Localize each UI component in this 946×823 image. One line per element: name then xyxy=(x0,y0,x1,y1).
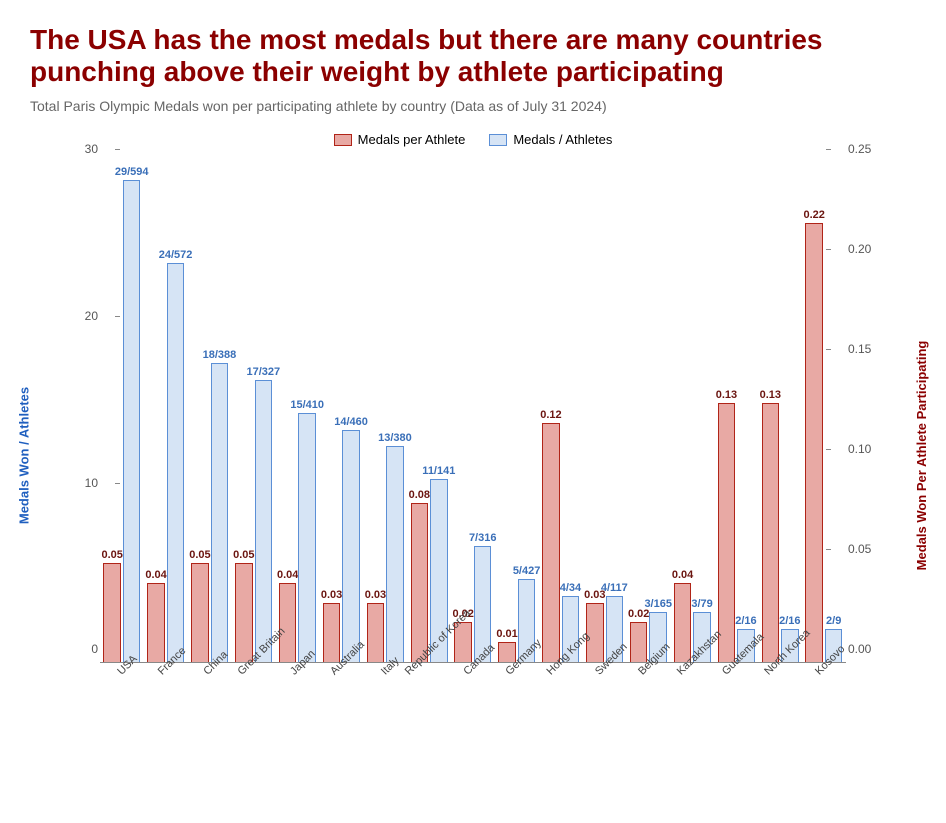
x-axis-label: Japan xyxy=(276,663,320,743)
bar-group: 0.0314/460 xyxy=(319,163,363,662)
y-axis-right-label: Medals Won Per Athlete Participating xyxy=(915,341,930,571)
bars-container: 0.0529/5940.0424/5720.0518/3880.0517/327… xyxy=(100,163,846,663)
bar-group: 0.0415/410 xyxy=(276,163,320,662)
x-axis-label: Guatemala xyxy=(714,663,758,743)
bar-group: 0.0517/327 xyxy=(232,163,276,662)
x-axis-label: USA xyxy=(100,663,144,743)
bar-group: 0.124/34 xyxy=(539,163,583,662)
x-axis-label: Italy xyxy=(363,663,407,743)
x-axis-label: Hong Kong xyxy=(539,663,583,743)
bar-group: 0.0424/572 xyxy=(144,163,188,662)
bar-medals-per-athlete: 0.03 xyxy=(367,603,385,663)
bar-medals-total: 18/388 xyxy=(211,363,229,662)
bar-group: 0.027/316 xyxy=(451,163,495,662)
bar-medals-per-athlete: 0.05 xyxy=(235,563,253,663)
legend-item-series1: Medals per Athlete xyxy=(334,132,466,147)
x-axis-label: Canada xyxy=(451,663,495,743)
x-axis-label: Germany xyxy=(495,663,539,743)
bar-group: 0.0518/388 xyxy=(188,163,232,662)
bar-medals-per-athlete: 0.05 xyxy=(103,563,121,663)
bar-medals-per-athlete: 0.03 xyxy=(323,603,341,663)
legend-swatch-series1 xyxy=(334,134,352,146)
x-axis-label: Republic of Korea xyxy=(407,663,451,743)
x-axis-label: Kosovo xyxy=(802,663,846,743)
bar-medals-per-athlete: 0.05 xyxy=(191,563,209,663)
y-axis-left-label: Medals Won / Athletes xyxy=(17,387,32,524)
bar-group: 0.023/165 xyxy=(627,163,671,662)
legend-label-series2: Medals / Athletes xyxy=(513,132,612,147)
x-axis-label: Great Britain xyxy=(232,663,276,743)
bar-medals-per-athlete: 0.02 xyxy=(630,622,648,662)
plot-area: 0.0529/5940.0424/5720.0518/3880.0517/327… xyxy=(100,163,846,663)
bar-medals-total: 13/380 xyxy=(386,446,404,662)
bar-medals-per-athlete: 0.12 xyxy=(542,423,560,663)
bar-medals-per-athlete: 0.08 xyxy=(411,503,429,663)
bar-medals-total: 29/594 xyxy=(123,180,141,662)
x-axis-label: Sweden xyxy=(583,663,627,743)
x-axis-label: Belgium xyxy=(627,663,671,743)
bar-medals-per-athlete: 0.04 xyxy=(279,583,297,663)
x-axis-label: North Korea xyxy=(758,663,802,743)
bar-medals-total: 17/327 xyxy=(255,380,273,663)
x-axis-label: France xyxy=(144,663,188,743)
bar-medals-total: 14/460 xyxy=(342,430,360,663)
legend-label-series1: Medals per Athlete xyxy=(358,132,466,147)
bar-medals-per-athlete: 0.04 xyxy=(674,583,692,663)
x-axis-label: China xyxy=(188,663,232,743)
chart-subtitle: Total Paris Olympic Medals won per parti… xyxy=(30,98,916,114)
legend-swatch-series2 xyxy=(489,134,507,146)
x-axis-labels: USAFranceChinaGreat BritainJapanAustrali… xyxy=(100,663,846,743)
bar-medals-total: 24/572 xyxy=(167,263,185,662)
bar-group: 0.0529/594 xyxy=(100,163,144,662)
bar-group: 0.132/16 xyxy=(714,163,758,662)
bar-medals-per-athlete: 0.22 xyxy=(805,223,823,662)
bar-group: 0.015/427 xyxy=(495,163,539,662)
bar-group: 0.0811/141 xyxy=(407,163,451,662)
bar-group: 0.222/9 xyxy=(802,163,846,662)
bar-medals-per-athlete: 0.13 xyxy=(762,403,780,662)
chart-title: The USA has the most medals but there ar… xyxy=(30,24,916,88)
x-axis-label: Kazakhstan xyxy=(670,663,714,743)
bar-group: 0.0313/380 xyxy=(363,163,407,662)
bar-group: 0.132/16 xyxy=(758,163,802,662)
y-axis-left: 0102030 xyxy=(48,163,98,663)
bar-group: 0.043/79 xyxy=(670,163,714,662)
x-axis-label: Australia xyxy=(319,663,363,743)
legend-item-series2: Medals / Athletes xyxy=(489,132,612,147)
y-axis-right: 0.000.050.100.150.200.25 xyxy=(848,163,898,663)
chart: 0102030 0.000.050.100.150.200.25 Medals … xyxy=(30,153,916,743)
bar-medals-total: 15/410 xyxy=(298,413,316,663)
bar-group: 0.034/117 xyxy=(583,163,627,662)
legend: Medals per Athlete Medals / Athletes xyxy=(30,132,916,147)
bar-medals-per-athlete: 0.04 xyxy=(147,583,165,663)
bar-medals-per-athlete: 0.03 xyxy=(586,603,604,663)
bar-medals-per-athlete: 0.13 xyxy=(718,403,736,662)
